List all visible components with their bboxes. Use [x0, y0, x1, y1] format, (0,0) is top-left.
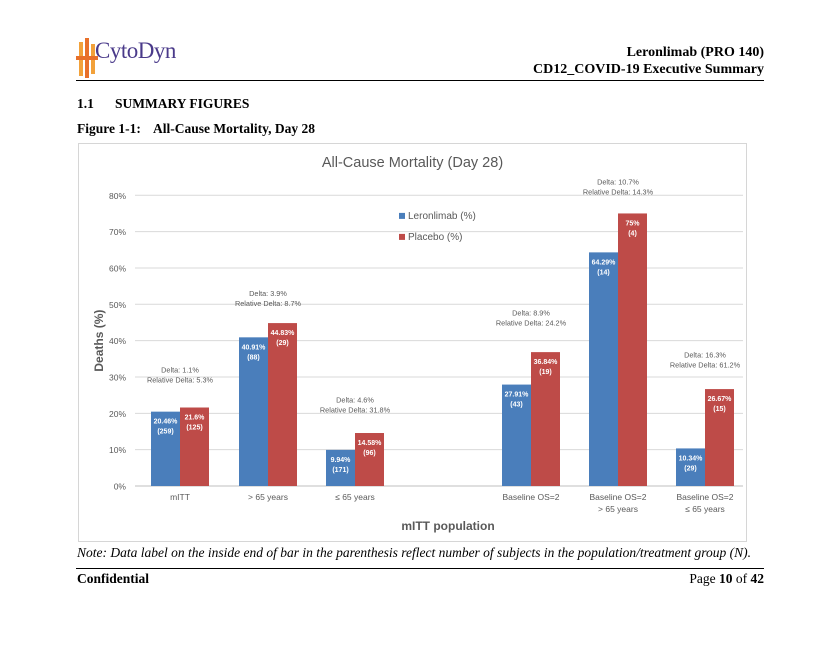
bar-leronlimab: [239, 337, 268, 486]
bar-leronlimab: [676, 448, 705, 486]
legend-swatch-leronlimab: [399, 212, 405, 219]
bar-leronlimab: [151, 411, 180, 486]
bar-leronlimab: [326, 449, 355, 486]
legend-label: Leronlimab (%): [408, 211, 476, 222]
y-axis-label: Deaths (%): [92, 310, 106, 372]
relative-delta-annotation: Relative Delta: 31.8%: [320, 405, 391, 414]
bar-value-label: 14.58%: [358, 440, 383, 447]
bar-value-label: 44.83%: [271, 330, 296, 337]
bar-n-label: (15): [713, 406, 725, 413]
figure-label: Figure 1-1:: [77, 121, 141, 136]
bar-leronlimab: [589, 252, 618, 486]
delta-annotation: Delta: 16.3%: [684, 351, 726, 360]
page-number: Page 10 of 42: [689, 571, 764, 586]
y-tick-label: 10%: [109, 445, 126, 455]
x-tick-label: Baseline OS=2: [677, 492, 734, 502]
x-tick-label-line2: ≤ 65 years: [685, 504, 725, 514]
bar-n-label: (43): [510, 402, 522, 409]
bar-n-label: (125): [186, 425, 202, 432]
header-title-line2: CD12_COVID-19 Executive Summary: [533, 62, 764, 77]
y-tick-label: 0%: [114, 482, 127, 492]
bar-value-label: 40.91%: [242, 344, 267, 351]
cytodyn-logo: [76, 38, 98, 78]
x-tick-label: > 65 years: [248, 492, 288, 502]
bar-value-label: 20.46%: [154, 419, 179, 426]
legend-label: Placebo (%): [408, 232, 462, 243]
bar-n-label: (29): [276, 340, 288, 347]
bar-value-label: 27.91%: [505, 392, 530, 399]
delta-annotation: Delta: 1.1%: [161, 365, 199, 374]
delta-annotation: Delta: 3.9%: [249, 289, 287, 298]
bar-n-label: (14): [597, 269, 609, 276]
bar-value-label: 10.34%: [679, 455, 704, 462]
relative-delta-annotation: Relative Delta: 8.7%: [235, 299, 302, 308]
bar-n-label: (29): [684, 465, 696, 472]
section-heading: 1.1 SUMMARY FIGURES: [77, 96, 249, 112]
relative-delta-annotation: Relative Delta: 24.2%: [496, 319, 567, 328]
bar-value-label: 64.29%: [592, 259, 617, 266]
delta-annotation: Delta: 10.7%: [597, 178, 639, 187]
x-tick-label: ≤ 65 years: [335, 492, 375, 502]
bar-n-label: (88): [247, 354, 259, 361]
bar-placebo: [268, 323, 297, 486]
bar-value-label: 75%: [625, 220, 640, 227]
x-axis-label: mITT population: [401, 519, 494, 533]
x-tick-label: Baseline OS=2: [590, 492, 647, 502]
mortality-chart: All-Cause Mortality (Day 28) 0% 10% 20% 30% 4…: [92, 155, 743, 533]
x-tick-label: Baseline OS=2: [503, 492, 560, 502]
bar-placebo: [180, 407, 209, 486]
confidential-label: Confidential: [77, 571, 150, 586]
document-header: Leronlimab (PRO 140) CD12_COVID-19 Execu…: [533, 44, 764, 78]
relative-delta-annotation: Relative Delta: 14.3%: [583, 188, 654, 197]
relative-delta-annotation: Relative Delta: 61.2%: [670, 361, 741, 370]
y-tick-label: 60%: [109, 263, 126, 273]
bar-n-label: (19): [539, 369, 551, 376]
bar-n-label: (171): [332, 467, 348, 474]
x-tick-label-line2: > 65 years: [598, 504, 638, 514]
y-tick-label: 40%: [109, 336, 126, 346]
bar-placebo: [355, 433, 384, 486]
figure-note: Note: Data label on the inside end of ba…: [77, 545, 752, 560]
bar-value-label: 9.94%: [331, 457, 352, 464]
bar-n-label: (259): [157, 429, 173, 436]
section-number: 1.1: [77, 96, 94, 111]
header-rule: [76, 80, 764, 81]
y-tick-label: 30%: [109, 372, 126, 382]
bar-value-label: 26.67%: [708, 396, 733, 403]
bar-placebo: [705, 389, 734, 486]
delta-annotation: Delta: 4.6%: [336, 395, 374, 404]
bar-leronlimab: [502, 384, 531, 486]
footer-rule: [76, 568, 764, 569]
header-title-line1: Leronlimab (PRO 140): [626, 45, 764, 60]
company-name: CytoDyn: [95, 38, 176, 63]
bar-value-label: 36.84%: [534, 359, 559, 366]
x-tick-label: mITT: [170, 492, 190, 502]
figure-caption: Figure 1-1: All-Cause Mortality, Day 28: [77, 121, 315, 137]
relative-delta-annotation: Relative Delta: 5.3%: [147, 375, 214, 384]
bar-placebo: [531, 352, 560, 486]
bar-value-label: 21.6%: [185, 415, 206, 422]
figure-title: All-Cause Mortality, Day 28: [153, 121, 315, 136]
delta-annotation: Delta: 8.9%: [512, 309, 550, 318]
bar-n-label: (4): [628, 230, 637, 237]
chart-container: All-Cause Mortality (Day 28) 0% 10% 20% 30% 4…: [78, 143, 747, 542]
y-tick-label: 20%: [109, 409, 126, 419]
chart-title: All-Cause Mortality (Day 28): [322, 155, 503, 171]
y-tick-label: 50%: [109, 300, 126, 310]
y-tick-label: 70%: [109, 227, 126, 237]
bar-placebo: [618, 213, 647, 486]
section-title: SUMMARY FIGURES: [115, 96, 250, 111]
y-tick-label: 80%: [109, 191, 126, 201]
legend-swatch-placebo: [399, 233, 405, 240]
bar-n-label: (96): [363, 450, 375, 457]
